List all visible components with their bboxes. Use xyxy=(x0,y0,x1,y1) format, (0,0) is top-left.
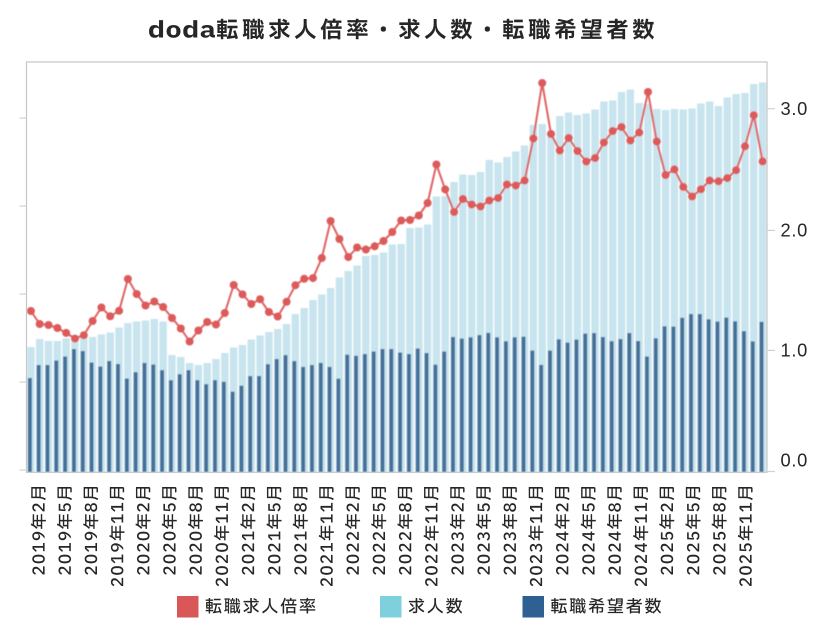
svg-text:1.0: 1.0 xyxy=(781,339,809,360)
svg-text:0.0: 0.0 xyxy=(781,449,809,470)
svg-text:2.0: 2.0 xyxy=(781,219,809,240)
svg-text:3.0: 3.0 xyxy=(781,98,809,119)
